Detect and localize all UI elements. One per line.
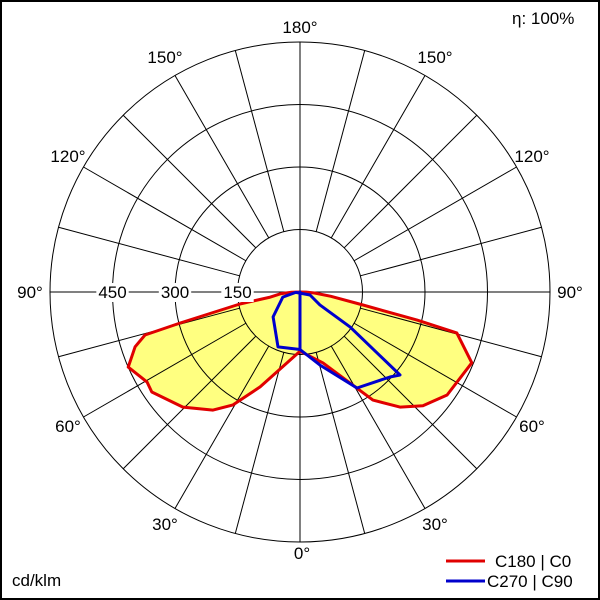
radial-tick-label-150-bg (221, 283, 254, 302)
radial-line-60 (83, 322, 247, 418)
series-curve-0 (126, 290, 474, 412)
radial-tick-label-450: 450 (98, 283, 126, 302)
radial-line-30 (330, 345, 426, 509)
radial-tick-label-300: 300 (161, 283, 189, 302)
radial-line-105 (58, 226, 240, 277)
legend: C180 | C0 C270 | C90 (446, 552, 573, 591)
angle-label-60: 60° (519, 417, 545, 436)
radial-line-60 (353, 322, 517, 418)
radial-line-165 (234, 50, 285, 232)
angle-label-90: 90° (17, 283, 43, 302)
angle-label-90: 90° (557, 283, 583, 302)
angle-label-120: 120° (50, 147, 85, 166)
radial-line-105 (360, 226, 542, 277)
radial-line-150 (330, 75, 426, 239)
radial-line-45 (343, 335, 478, 470)
radial-line-45 (122, 335, 257, 470)
angle-label-150: 150° (417, 48, 452, 67)
legend-label-c270-c90: C270 | C90 (487, 572, 573, 591)
radial-line-30 (174, 345, 270, 509)
radial-tick-label-300-bg (158, 283, 192, 302)
series-curve-1 (271, 290, 402, 390)
radial-line-15 (315, 352, 366, 534)
radial-line-120 (353, 166, 517, 262)
radial-tick-label-450-bg (96, 283, 129, 302)
radial-line-120 (83, 166, 247, 262)
units-label: cd/klm (12, 571, 61, 590)
radial-tick-label-150: 150 (223, 283, 251, 302)
radial-line-135 (122, 114, 257, 249)
angle-label-150: 150° (147, 48, 182, 67)
radial-line-135 (343, 114, 478, 249)
radial-line-165 (315, 50, 366, 232)
angle-label-60: 60° (55, 417, 81, 436)
angle-label-30: 30° (152, 515, 178, 534)
angle-label-120: 120° (514, 147, 549, 166)
efficiency-label: η: 100% (512, 9, 574, 28)
radial-line-15 (234, 352, 285, 534)
angle-label-0: 0° (294, 544, 310, 563)
legend-label-c180-c0: C180 | C0 (495, 552, 571, 571)
angle-label-30: 30° (422, 515, 448, 534)
angle-label-180: 180° (282, 18, 317, 37)
radial-line-150 (174, 75, 270, 239)
